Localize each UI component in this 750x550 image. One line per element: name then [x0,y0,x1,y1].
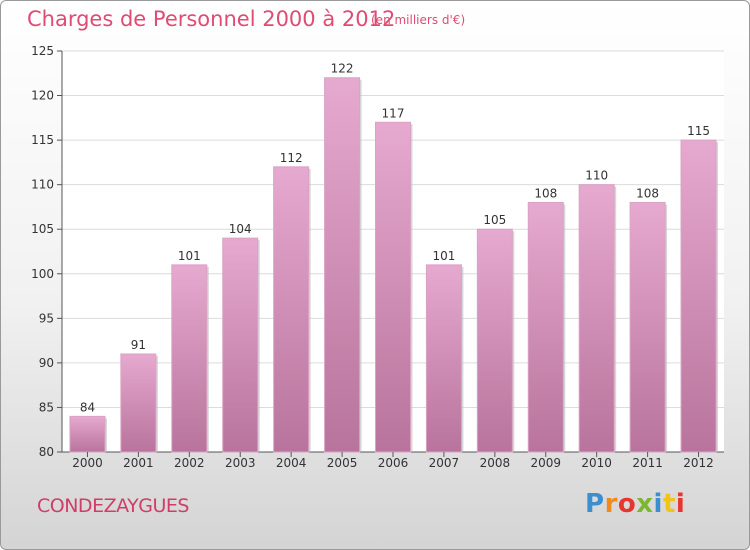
bar [171,264,208,453]
bar-value-label: 108 [534,186,557,200]
x-tick-label: 2004 [276,456,307,470]
logo-letter: i [675,489,686,519]
y-tick-label: 120 [31,89,54,103]
y-tick-label: 95 [39,311,54,325]
x-tick-label: 2006 [378,456,409,470]
x-tick-label: 2012 [683,456,714,470]
bar-value-label: 101 [178,249,201,263]
x-tick-label: 2000 [72,456,103,470]
bar-value-label: 115 [687,124,710,138]
proxiti-logo: Proxiti [585,489,685,519]
y-tick-label: 105 [31,222,54,236]
bar [120,353,157,453]
chart-subtitle: (en milliers d'€) [371,13,466,27]
bar-value-label: 105 [483,213,506,227]
bar-value-label: 108 [636,186,659,200]
x-tick-label: 2001 [123,456,154,470]
y-tick-label: 90 [39,356,54,370]
bar-value-label: 104 [229,222,252,236]
bar [273,166,310,453]
bar [425,264,462,453]
bar [69,415,106,453]
bar-value-label: 91 [131,338,146,352]
x-tick-label: 2009 [530,456,561,470]
bar-value-label: 112 [280,151,303,165]
x-tick-label: 2010 [581,456,612,470]
y-tick-label: 115 [31,133,54,147]
bar [680,139,717,453]
x-tick-label: 2011 [632,456,663,470]
logo-letter: i [653,489,663,519]
bar-value-label: 110 [585,169,608,183]
logo-letter: t [662,489,676,519]
y-tick-label: 125 [31,44,54,58]
x-tick-label: 2002 [174,456,205,470]
logo-letter: P [585,489,605,519]
bar [375,121,411,453]
logo-letter: r [604,489,618,519]
bar [324,77,361,453]
bar-value-label: 117 [382,106,405,120]
logo-letter: o [617,489,637,519]
x-tick-label: 2007 [429,456,460,470]
bar [476,228,513,453]
bar [578,184,615,453]
bar-value-label: 84 [80,400,95,414]
bar-value-label: 101 [432,249,455,263]
y-tick-label: 85 [39,400,54,414]
bar [527,201,564,453]
bar [222,237,259,453]
y-tick-label: 80 [39,445,54,459]
bar-value-label: 122 [331,62,354,76]
commune-name: CONDEZAYGUES [37,495,189,517]
x-tick-label: 2003 [225,456,256,470]
x-tick-label: 2005 [327,456,358,470]
bar [629,201,666,453]
chart-title: Charges de Personnel 2000 à 2012 [27,7,396,31]
logo-letter: x [636,489,654,519]
y-tick-label: 110 [31,178,54,192]
x-tick-label: 2008 [480,456,511,470]
y-tick-label: 100 [31,267,54,281]
